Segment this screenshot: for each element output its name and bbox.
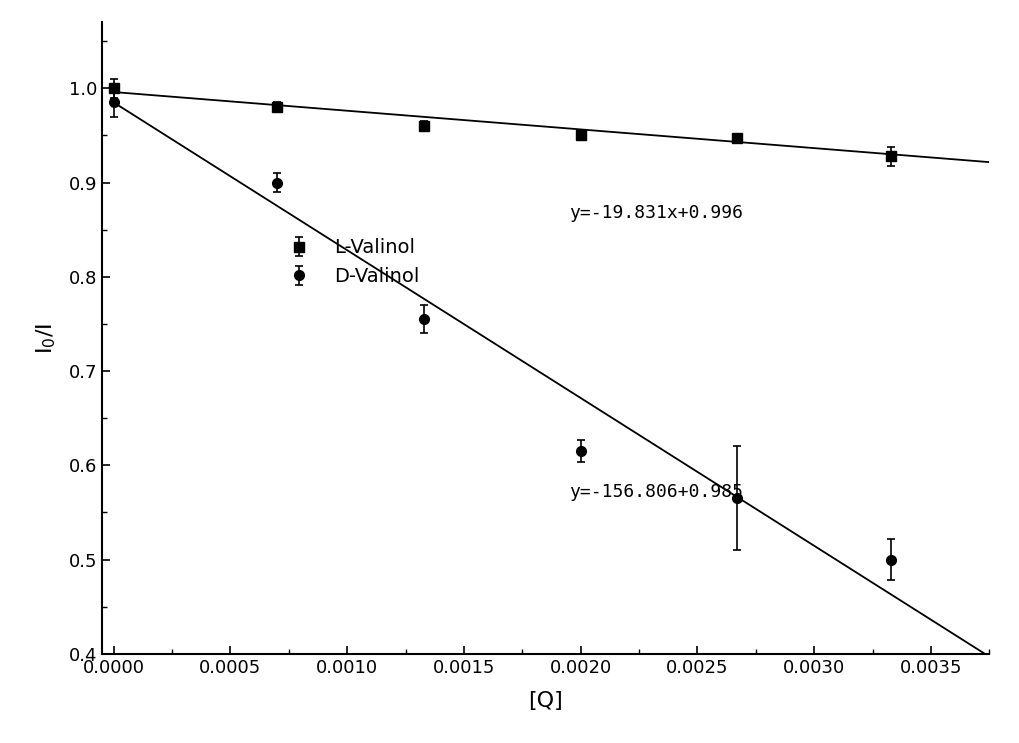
Text: y=-19.831x+0.996: y=-19.831x+0.996 [569,204,742,221]
Y-axis label: I$_0$/I: I$_0$/I [34,322,57,354]
Text: y=-156.806+0.985: y=-156.806+0.985 [569,483,742,501]
X-axis label: [Q]: [Q] [528,690,562,710]
Legend: L-Valinol, D-Valinol: L-Valinol, D-Valinol [271,230,426,294]
